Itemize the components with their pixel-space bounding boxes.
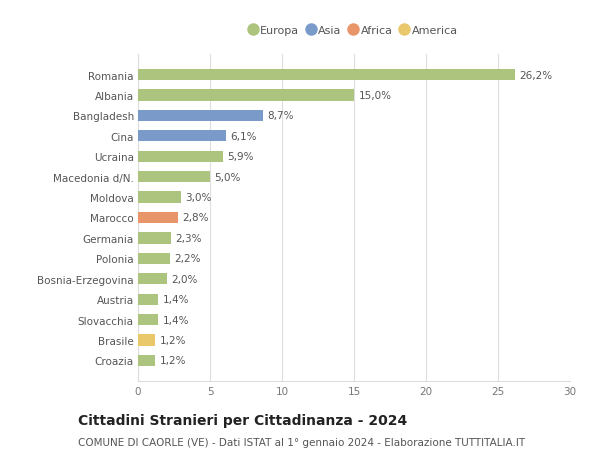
Bar [138, 294, 158, 305]
Text: 6,1%: 6,1% [230, 132, 257, 141]
Text: 5,0%: 5,0% [214, 172, 241, 182]
Bar [138, 131, 226, 142]
Bar [138, 192, 181, 203]
Text: 2,0%: 2,0% [171, 274, 197, 284]
Text: 3,0%: 3,0% [185, 193, 212, 203]
Text: 5,9%: 5,9% [227, 152, 254, 162]
Text: 1,4%: 1,4% [163, 315, 189, 325]
Text: 26,2%: 26,2% [520, 71, 553, 80]
Text: 2,2%: 2,2% [174, 254, 200, 264]
Bar [138, 151, 223, 162]
Bar [138, 274, 167, 285]
Bar [138, 90, 354, 101]
Bar [138, 253, 170, 264]
Bar [138, 233, 171, 244]
Bar [138, 111, 263, 122]
Bar [138, 213, 178, 224]
Text: 15,0%: 15,0% [358, 91, 391, 101]
Text: 2,3%: 2,3% [175, 233, 202, 243]
Text: 1,2%: 1,2% [160, 356, 186, 365]
Bar [138, 335, 155, 346]
Bar [138, 70, 515, 81]
Text: COMUNE DI CAORLE (VE) - Dati ISTAT al 1° gennaio 2024 - Elaborazione TUTTITALIA.: COMUNE DI CAORLE (VE) - Dati ISTAT al 1°… [78, 437, 525, 447]
Text: 2,8%: 2,8% [182, 213, 209, 223]
Text: 1,4%: 1,4% [163, 295, 189, 304]
Bar [138, 172, 210, 183]
Legend: Europa, Asia, Africa, America: Europa, Asia, Africa, America [246, 22, 462, 40]
Bar [138, 314, 158, 325]
Bar [138, 355, 155, 366]
Text: Cittadini Stranieri per Cittadinanza - 2024: Cittadini Stranieri per Cittadinanza - 2… [78, 414, 407, 428]
Text: 1,2%: 1,2% [160, 335, 186, 345]
Text: 8,7%: 8,7% [268, 111, 294, 121]
